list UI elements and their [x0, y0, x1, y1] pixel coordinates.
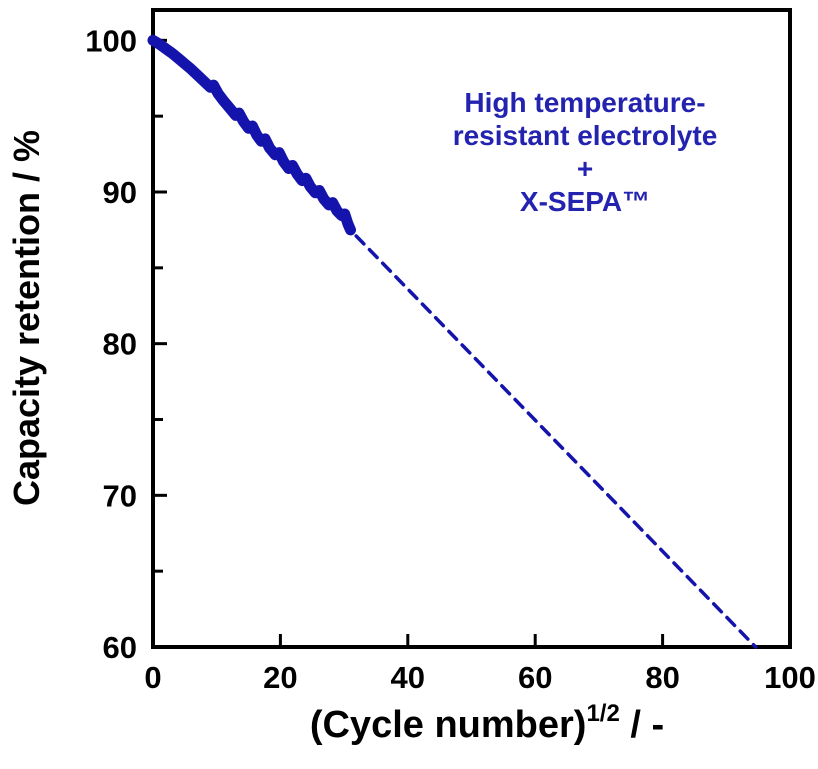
x-tick-label: 100: [764, 660, 816, 695]
y-axis-title: Capacity retention / %: [6, 129, 47, 507]
y-tick-label: 60: [103, 630, 137, 665]
series-line-measured-capacity-retention: [147, 34, 356, 236]
annotation-line-3: +: [576, 153, 594, 184]
series-annotation: High temperature- resistant electrolyte …: [453, 86, 718, 218]
series-line-dashed-extrapolation: [354, 234, 758, 649]
x-tick-label: 60: [518, 660, 552, 695]
x-axis-title-units: / -: [619, 704, 665, 746]
annotation-line-2: resistant electrolyte: [452, 120, 718, 151]
x-tick-label: 40: [391, 660, 425, 695]
x-tick-label: 0: [144, 660, 161, 695]
x-tick-label: 20: [263, 660, 297, 695]
x-axis-title-exponent: 1/2: [586, 700, 620, 728]
y-tick-label: 80: [103, 327, 137, 362]
x-axis-title: (Cycle number)1/2 / -: [309, 702, 665, 747]
annotation-line-1: High temperature-: [464, 87, 706, 118]
y-tick-label: 100: [85, 23, 137, 58]
x-tick-label: 80: [645, 660, 679, 695]
y-tick-label: 90: [103, 175, 137, 210]
y-tick-label: 70: [103, 478, 137, 513]
plot-border: [151, 8, 792, 649]
annotation-line-4: X-SEPA™: [519, 186, 651, 217]
x-axis-title-main: (Cycle number): [309, 704, 587, 746]
